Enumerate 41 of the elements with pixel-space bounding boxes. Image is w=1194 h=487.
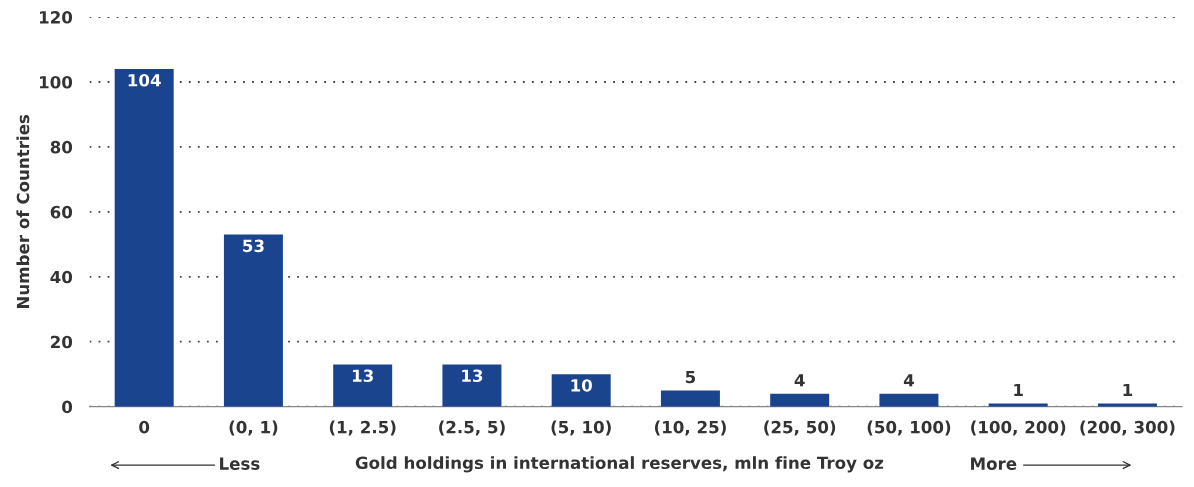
y-tick-label: 120 [39, 11, 73, 24]
y-tick-label: 40 [50, 270, 73, 284]
data-label: 13 [352, 369, 373, 383]
bar [1097, 403, 1157, 407]
data-label: 5 [685, 370, 696, 384]
x-tick-label: (5, 10) [551, 420, 611, 436]
bar [333, 364, 393, 407]
data-label: 4 [903, 374, 914, 387]
bar [660, 390, 720, 407]
data-label: 53 [243, 239, 264, 253]
bar [114, 68, 174, 407]
x-tick-label: (0, 1) [229, 420, 278, 436]
y-tick-label: 80 [50, 140, 73, 154]
y-tick-label: 20 [51, 335, 73, 349]
x-tick-label: (10, 25) [654, 420, 726, 436]
y-tick-label: 60 [50, 205, 73, 219]
bar [223, 234, 283, 407]
y-tick-label: 0 [62, 400, 73, 414]
y-axis-title: Number of Countries [16, 114, 30, 309]
text: More [971, 457, 1017, 470]
data-label: 4 [794, 374, 805, 387]
bar [879, 393, 939, 407]
data-label: 1 [1014, 383, 1023, 397]
y-tick-label: 100 [39, 75, 73, 89]
x-tick-label: (100, 200) [971, 420, 1066, 436]
x-tick-label: (200, 300) [1080, 420, 1175, 436]
text: Less [220, 457, 260, 470]
x-tick-label: (25, 50) [764, 420, 836, 436]
x-tick-label: (2.5, 5) [439, 420, 505, 436]
x-axis-title: Gold holdings in international reserves, mln fine Troy oz [355, 456, 884, 473]
data-label: 1 [1123, 383, 1133, 397]
bar [551, 374, 611, 407]
x-tick-label: (1, 2.5) [329, 420, 396, 436]
data-label: 10 [571, 379, 592, 392]
bar [442, 364, 502, 407]
x-tick-label: (50, 100) [867, 420, 951, 436]
bar [770, 393, 830, 407]
x-tick-label: 0 [139, 420, 150, 434]
bar [988, 403, 1048, 407]
data-label: 13 [462, 369, 483, 383]
data-label: 104 [128, 73, 161, 87]
